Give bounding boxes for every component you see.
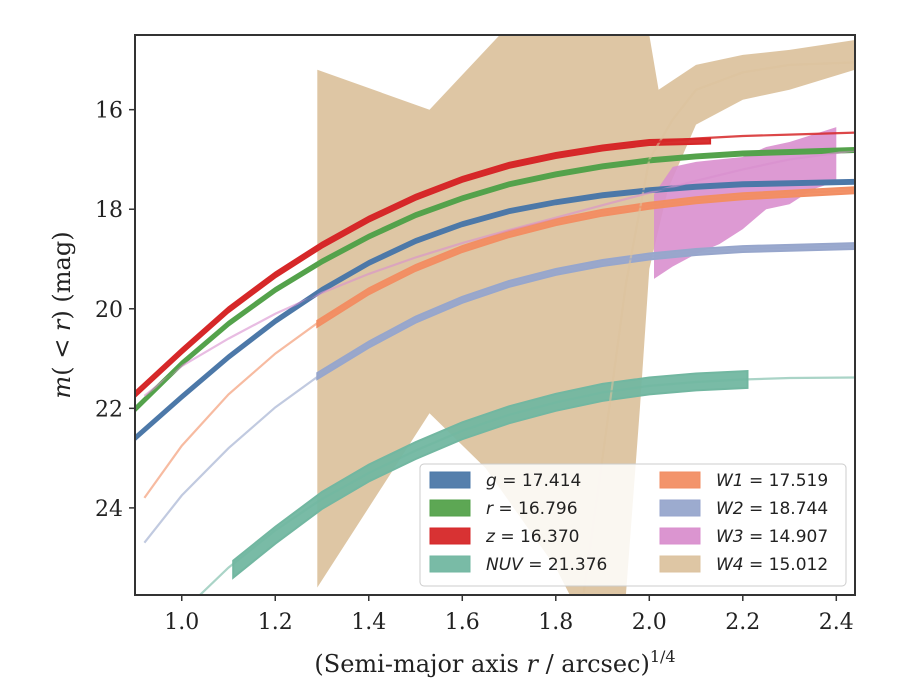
band-w3 xyxy=(654,127,837,279)
legend-label-w3: W3 = 14.907 xyxy=(716,527,828,547)
y-tick-label: 20 xyxy=(95,298,123,323)
legend-label-w4: W4 = 15.012 xyxy=(716,555,828,575)
legend-label-nuv: NUV = 21.376 xyxy=(486,555,607,575)
y-tick-label: 24 xyxy=(95,497,123,522)
legend-swatch-nuv xyxy=(429,555,471,573)
legend-label-z: z = 16.370 xyxy=(485,527,579,547)
band-nuv xyxy=(232,369,749,580)
legend-swatch-w2 xyxy=(659,499,701,517)
legend-label-w1: W1 = 17.519 xyxy=(716,471,828,491)
y-axis-ticks: 16 18 20 22 24 xyxy=(95,99,135,522)
y-axis-label: m( < r) (mag) xyxy=(48,231,76,398)
legend-label-r: r = 16.796 xyxy=(486,499,578,519)
model-line-r xyxy=(135,148,855,412)
model-line-w1 xyxy=(143,189,855,499)
model-line-w3 xyxy=(143,149,855,397)
band-z xyxy=(135,137,712,399)
legend: g = 17.414 W1 = 17.519 r = 16.796 W2 = 18.7… xyxy=(419,463,847,587)
model-line-w4 xyxy=(582,61,855,593)
band-w4 xyxy=(317,35,855,595)
y-tick-label: 18 xyxy=(95,198,123,223)
model-line-nuv xyxy=(198,376,855,595)
band-r xyxy=(135,146,855,413)
model-line-w2 xyxy=(143,245,855,544)
x-tick-label: 2.4 xyxy=(819,610,854,635)
x-tick-label: 1.0 xyxy=(164,610,199,635)
x-tick-label: 2.0 xyxy=(632,610,667,635)
legend-swatch-w3 xyxy=(659,527,701,545)
x-tick-label: 1.6 xyxy=(445,610,480,635)
band-w2 xyxy=(316,242,855,381)
legend-swatch-w1 xyxy=(659,471,701,489)
legend-swatch-z xyxy=(429,527,471,545)
model-line-g xyxy=(135,180,855,441)
x-axis-label: (Semi-major axis r / arcsec)1/4 xyxy=(314,647,675,678)
legend-box xyxy=(419,463,847,587)
legend-swatch-r xyxy=(429,499,471,517)
legend-swatch-g xyxy=(429,471,471,489)
model-curves xyxy=(135,61,855,595)
plot-frame xyxy=(134,34,856,596)
y-tick-label: 16 xyxy=(95,99,123,124)
y-tick-label: 22 xyxy=(95,397,123,422)
legend-label-g: g = 17.414 xyxy=(486,471,581,491)
x-axis-ticks: 1.0 1.2 1.4 1.6 1.8 2.0 2.2 2.4 xyxy=(164,595,854,635)
model-line-z xyxy=(135,131,855,397)
x-tick-label: 2.2 xyxy=(725,610,760,635)
x-tick-label: 1.2 xyxy=(258,610,293,635)
x-tick-label: 1.4 xyxy=(351,610,386,635)
legend-label-w2: W2 = 18.744 xyxy=(716,499,828,519)
legend-swatch-w4 xyxy=(659,555,701,573)
x-tick-label: 1.8 xyxy=(538,610,573,635)
